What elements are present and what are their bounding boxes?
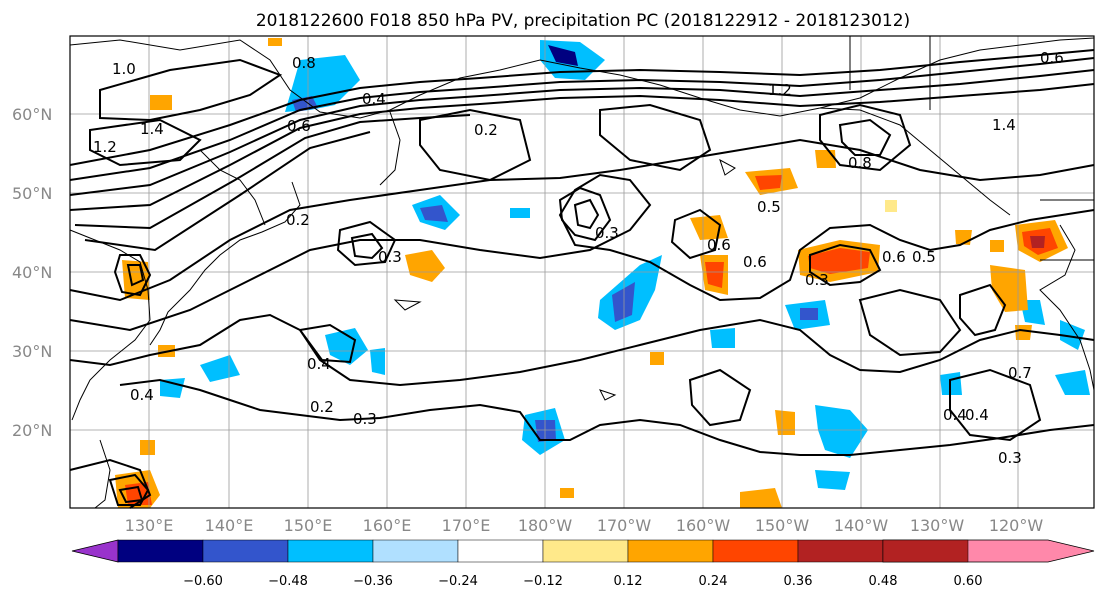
colorbar-tick: −0.24 xyxy=(438,574,478,589)
contour-label: 0.5 xyxy=(912,248,936,266)
colorbar-tick: −0.48 xyxy=(268,574,308,589)
lon-label: 150°E xyxy=(284,516,333,535)
colorbar-tick: 0.36 xyxy=(784,574,813,589)
contour-label: 0.4 xyxy=(965,406,989,424)
colorbar-segment xyxy=(797,539,884,563)
lon-label: 170°W xyxy=(597,516,652,535)
lon-label: 160°E xyxy=(363,516,412,535)
contour-label: 0.4 xyxy=(943,406,967,424)
contour-label: 0.2 xyxy=(474,121,498,139)
colorbar-tick: −0.60 xyxy=(183,574,223,589)
lon-label: 160°W xyxy=(676,516,731,535)
contour-label: 0.7 xyxy=(1008,364,1032,382)
contour-label: 0.6 xyxy=(882,248,906,266)
colorbar-tick: −0.12 xyxy=(523,574,563,589)
contour-label: 1.4 xyxy=(140,120,164,138)
map-panel: 1.0 0.8 1.4 1.2 0.4 0.6 0.2 0.3 0.5 0.8 … xyxy=(69,35,1095,509)
latitude-labels: 60°N 50°N 40°N 30°N 20°N xyxy=(12,105,52,440)
contour-label: 0.3 xyxy=(998,449,1022,467)
map-title: 2018122600 F018 850 hPa PV, precipitatio… xyxy=(256,11,910,31)
lat-label: 20°N xyxy=(12,421,52,440)
lon-label: 140°W xyxy=(834,516,889,535)
colorbar-tick: 0.24 xyxy=(699,574,728,589)
contour-label: 1.0 xyxy=(112,60,136,78)
lat-label: 30°N xyxy=(12,342,52,361)
lon-label: 130°W xyxy=(910,516,965,535)
colorbar-segment xyxy=(287,539,374,563)
contour-label: 0.4 xyxy=(307,355,331,373)
colorbar-tick: 0.12 xyxy=(614,574,643,589)
colorbar-tick: 0.48 xyxy=(869,574,898,589)
lon-label: 150°W xyxy=(755,516,810,535)
colorbar-tick: 0.60 xyxy=(954,574,983,589)
colorbar-tick: −0.36 xyxy=(353,574,393,589)
contour-label: 0.2 xyxy=(286,211,310,229)
lon-label: 130°E xyxy=(125,516,174,535)
longitude-labels: 130°E 140°E 150°E 160°E 170°E 180°W 170°… xyxy=(125,516,1044,535)
contour-label: 0.4 xyxy=(362,90,386,108)
colorbar-segment xyxy=(372,539,459,563)
contour-label: 0.8 xyxy=(292,54,316,72)
contour-label: 0.3 xyxy=(378,248,402,266)
contour-labels: 1.0 0.8 1.4 1.2 0.4 0.6 0.2 0.3 0.5 0.8 … xyxy=(93,49,1064,467)
contour-label: 0.3 xyxy=(353,410,377,428)
contour-label: 0.6 xyxy=(287,117,311,135)
contour-label: 0.5 xyxy=(757,198,781,216)
contour-label: 0.6 xyxy=(743,253,767,271)
contour-label: 1.4 xyxy=(992,116,1016,134)
pv-contours xyxy=(69,49,1095,509)
contour-label: 0.6 xyxy=(707,236,731,254)
colorbar: −0.60 −0.48 −0.36 −0.24 −0.12 0.12 0.24 … xyxy=(71,539,1095,589)
lon-label: 170°E xyxy=(442,516,491,535)
colorbar-segment xyxy=(882,539,969,563)
colorbar-segment xyxy=(627,539,714,563)
lon-label: 120°W xyxy=(989,516,1044,535)
contour-label: 0.3 xyxy=(595,224,619,242)
colorbar-segment xyxy=(457,539,544,563)
lon-label: 140°E xyxy=(205,516,254,535)
colorbar-segment xyxy=(712,539,799,563)
contour-label: 0.6 xyxy=(1040,49,1064,67)
contour-label: 0.8 xyxy=(848,154,872,172)
lat-label: 60°N xyxy=(12,105,52,124)
lat-label: 40°N xyxy=(12,263,52,282)
graticule xyxy=(70,36,1094,508)
contour-label: 1.2 xyxy=(93,138,117,156)
contour-label: 0.2 xyxy=(310,398,334,416)
colorbar-segment xyxy=(202,539,289,563)
contour-label: 0.3 xyxy=(805,271,829,289)
lon-label: 180°W xyxy=(518,516,573,535)
colorbar-segment xyxy=(542,539,629,563)
colorbar-extend-low xyxy=(71,539,119,563)
contour-label: 0.4 xyxy=(130,386,154,404)
contour-label: 1.2 xyxy=(768,81,792,99)
lat-label: 50°N xyxy=(12,184,52,203)
colorbar-segment xyxy=(117,539,204,563)
